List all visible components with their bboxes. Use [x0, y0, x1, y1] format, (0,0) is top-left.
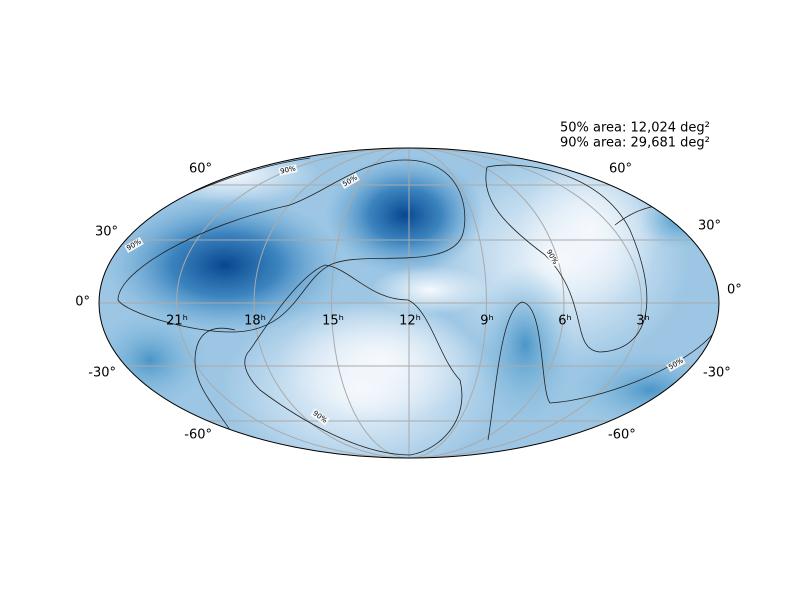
- frame: [98, 147, 720, 459]
- contour-label-bg: [278, 164, 298, 176]
- dec-label: -60°: [184, 428, 212, 443]
- dec-label: 30°: [95, 225, 118, 240]
- ra-label: 21ʰ: [166, 314, 188, 329]
- ra-label: 9ʰ: [480, 314, 494, 329]
- dec-label: 60°: [609, 162, 632, 177]
- dec-label: 0°: [727, 283, 742, 298]
- contour-label-bg: [666, 356, 686, 372]
- ra-label: 18ʰ: [244, 314, 266, 329]
- contour-label-bg: [544, 247, 560, 267]
- dec-label: -30°: [88, 366, 116, 381]
- contour-label-text: 90%: [280, 164, 297, 175]
- contour-label-bg: [340, 173, 360, 189]
- dec-label: -30°: [703, 366, 731, 381]
- contour-label-bg: [124, 237, 144, 253]
- dec-label: -60°: [608, 428, 636, 443]
- ra-label: 6ʰ: [558, 314, 572, 329]
- dec-label: 0°: [75, 295, 90, 310]
- area-annotation: 90% area: 29,681 deg²: [560, 136, 710, 151]
- area-annotation: 50% area: 12,024 deg²: [560, 121, 710, 136]
- contour-label-bg: [310, 408, 330, 426]
- ra-label: 3ʰ: [636, 314, 650, 329]
- dec-label: 30°: [698, 219, 721, 234]
- ra-label: 12ʰ: [399, 314, 421, 329]
- contour-label: 90%: [278, 164, 298, 176]
- dec-label: 60°: [189, 162, 212, 177]
- ra-label: 15ʰ: [322, 314, 344, 329]
